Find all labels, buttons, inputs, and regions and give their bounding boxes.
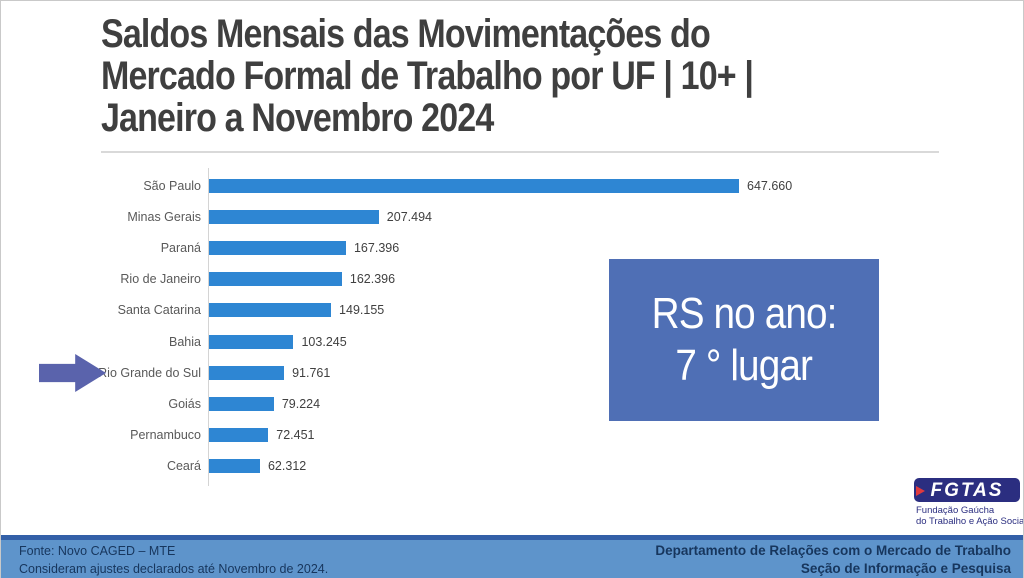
bar xyxy=(209,272,342,287)
value-label: 167.396 xyxy=(353,240,400,255)
chart-row: Rio de Janeiro 162.396 xyxy=(41,264,901,295)
bar xyxy=(209,178,739,193)
footer-department-line-1: Departamento de Relações com o Mercado d… xyxy=(655,543,1011,558)
footer-bar: Fonte: Novo CAGED – MTE Consideram ajust… xyxy=(1,535,1023,578)
chart-row: Goiás 79.224 xyxy=(41,388,901,419)
footer-department-line-2: Seção de Informação e Pesquisa xyxy=(800,561,1011,576)
bar xyxy=(209,396,274,411)
page-title-line-2: Mercado Formal de Trabalho por UF | 10+ … xyxy=(101,54,754,98)
page-title-line-1: Saldos Mensais das Movimentações do xyxy=(101,12,711,56)
category-label: Rio de Janeiro xyxy=(120,272,201,287)
category-label: Paraná xyxy=(160,240,201,255)
value-label: 207.494 xyxy=(386,209,432,224)
category-label: Pernambuco xyxy=(130,428,201,443)
value-label: 79.224 xyxy=(281,396,321,411)
category-label: Ceará xyxy=(166,459,201,474)
rank-callout: RS no ano: 7 ° lugar xyxy=(609,259,879,421)
fgtas-logo-subtitle-1: Fundação Gaúcha xyxy=(916,505,995,516)
category-label: Bahia xyxy=(169,334,201,349)
page-title-line-3: Janeiro a Novembro 2024 xyxy=(101,96,494,140)
value-label: 162.396 xyxy=(349,272,396,287)
bar xyxy=(209,365,285,380)
category-label: Rio Grande do Sul xyxy=(98,365,201,380)
category-axis-line xyxy=(208,168,209,486)
fgtas-logo-subtitle-2: do Trabalho e Ação Social xyxy=(916,516,1024,527)
value-label: 62.312 xyxy=(267,459,307,474)
chart-row: Pernambuco 72.451 xyxy=(41,420,901,451)
bar xyxy=(209,303,332,318)
rank-callout-line-1: RS no ano: xyxy=(651,289,838,338)
fgtas-logo: FGTAS Fundação Gaúcha do Trabalho e Ação… xyxy=(909,474,1024,535)
chart-row: Santa Catarina 149.155 xyxy=(41,295,901,326)
value-label: 72.451 xyxy=(276,428,315,443)
footer-department: Departamento de Relações com o Mercado d… xyxy=(655,540,1023,578)
bar xyxy=(209,209,379,224)
footer-source-line-2: Consideram ajustes declarados até Novemb… xyxy=(19,562,329,576)
bar xyxy=(209,459,260,474)
category-label: Goiás xyxy=(168,396,201,411)
category-label: Minas Gerais xyxy=(127,209,201,224)
bar xyxy=(209,428,269,443)
chart-row: Minas Gerais 207.494 xyxy=(41,201,901,232)
value-label: 103.245 xyxy=(301,334,347,349)
value-label: 149.155 xyxy=(339,303,385,318)
value-label: 91.761 xyxy=(292,365,331,380)
title-divider xyxy=(101,151,939,153)
fgtas-logo-acronym: FGTAS xyxy=(930,479,1004,501)
chart-row: São Paulo 647.660 xyxy=(41,170,901,201)
footer-source: Fonte: Novo CAGED – MTE Consideram ajust… xyxy=(1,540,328,578)
rank-callout-line-2: 7 ° lugar xyxy=(675,341,814,390)
chart-row: Bahia 103.245 xyxy=(41,326,901,357)
category-label: Santa Catarina xyxy=(117,303,201,318)
category-label: São Paulo xyxy=(143,178,201,193)
footer-source-line-1: Fonte: Novo CAGED – MTE xyxy=(19,544,176,558)
chart-row: Ceará 62.312 xyxy=(41,451,901,482)
chart-row: Rio Grande do Sul 91.761 xyxy=(41,357,901,388)
bar xyxy=(209,334,294,349)
fgtas-logo-badge: FGTAS xyxy=(914,478,1020,502)
page-title: Saldos Mensais das Movimentações do Merc… xyxy=(101,12,754,140)
fgtas-logo-red-accent-icon xyxy=(916,486,925,496)
bar-chart: São Paulo 647.660 Minas Gerais 207.494 P… xyxy=(41,168,901,486)
bar xyxy=(209,240,346,255)
chart-row: Paraná 167.396 xyxy=(41,232,901,263)
chart-rows: São Paulo 647.660 Minas Gerais 207.494 P… xyxy=(41,170,901,482)
value-label: 647.660 xyxy=(747,178,793,193)
